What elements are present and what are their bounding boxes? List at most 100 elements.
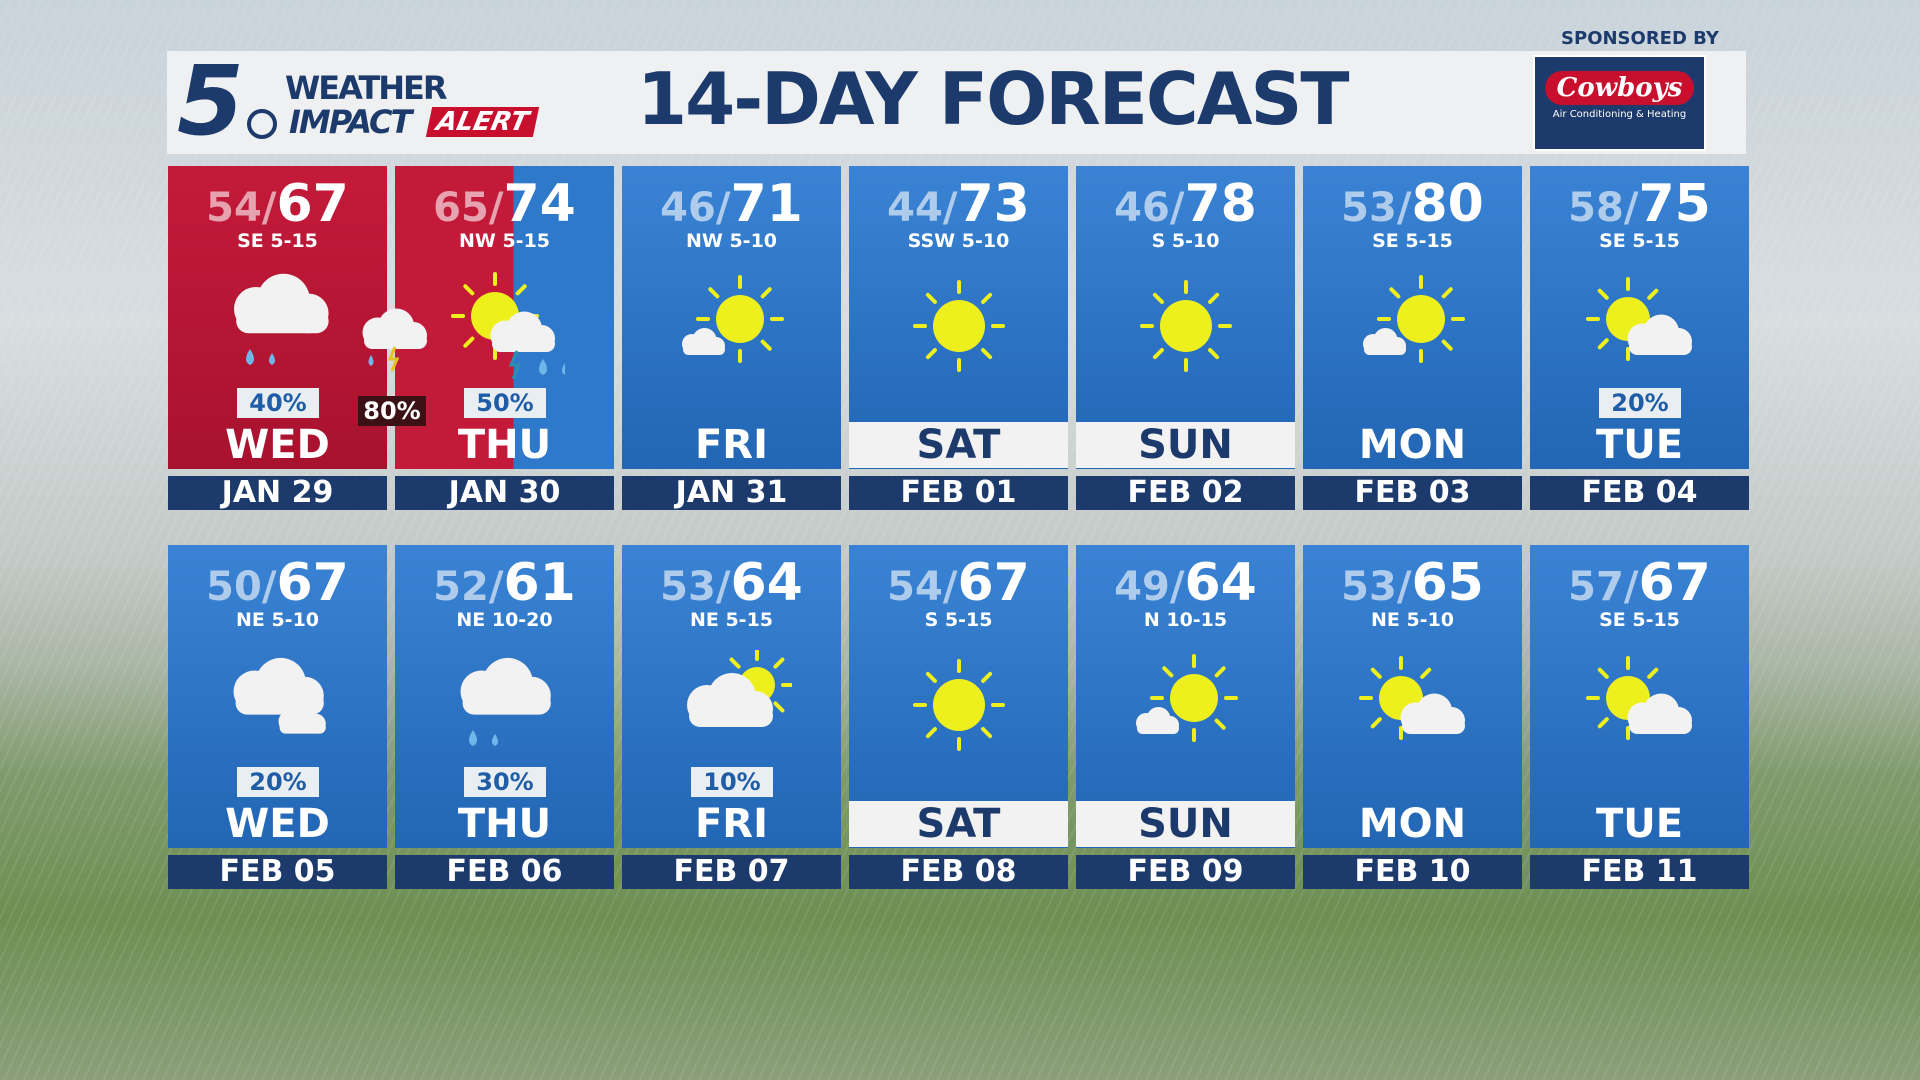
high-temp: 75 [1638,174,1711,234]
logo-impact: IMPACT [289,103,412,141]
forecast-card: 54/67 SE 5-15 40% WED [168,166,387,469]
high-temp: 80 [1411,174,1484,234]
day-label: SAT [849,801,1068,847]
precip-chance: 20% [237,767,319,797]
wind: NW 5-10 [685,230,778,252]
temperature: 54/67 [887,553,1030,613]
forecast-card: 65/74 NW 5-15 50% THU [395,166,614,469]
date-label: FEB 09 [1076,855,1295,889]
logo-weather: WEATHER [285,69,448,107]
high-temp: 78 [1184,174,1257,234]
sponsor-logo: Cowboys Air Conditioning & Heating [1533,55,1706,151]
low-temp: 50 [206,564,262,610]
low-temp: 54 [206,185,262,231]
date-label: FEB 08 [849,855,1068,889]
day-label: FRI [694,801,768,847]
temperature: 65/74 [433,174,576,234]
forecast-card: 53/64 NE 5-15 10% FRI [622,545,841,848]
day-label: THU [457,422,552,468]
temperature: 54/67 [206,174,349,234]
header-bar: 5 WEATHER IMPACT ALERT 14-DAY FORECAST C… [167,45,1746,157]
precip-chance: 30% [464,767,546,797]
wind: NE 5-10 [1370,609,1455,631]
wind: NE 5-15 [689,609,774,631]
wind: N 10-15 [1143,609,1228,631]
overnight-precip-chance: 80% [358,396,426,426]
partly-cloudy-icon [1359,656,1465,740]
temperature: 53/64 [660,553,803,613]
temperature: 50/67 [206,553,349,613]
high-temp: 67 [276,174,349,234]
mostly-sunny-icon [1363,275,1465,363]
temperature: 53/80 [1341,174,1484,234]
date-label: FEB 04 [1530,476,1749,510]
date-label: FEB 11 [1530,855,1749,889]
date-label: JAN 30 [395,476,614,510]
wind: SE 5-15 [1599,230,1680,252]
mostly-cloudy-icon [687,650,792,727]
high-temp: 74 [503,174,576,234]
station-logo: 5 [177,45,244,157]
forecast-card: 46/78 S 5-10 SUN [1076,166,1295,469]
low-temp: 52 [433,564,489,610]
day-label: TUE [1595,422,1684,468]
low-temp: 57 [1568,564,1624,610]
high-temp: 61 [503,553,576,613]
logo-alert: ALERT [425,107,540,137]
partly-cloudy-icon [1586,656,1692,740]
wind: SE 5-15 [1599,609,1680,631]
precip-chance: 40% [237,388,319,418]
low-temp: 53 [1341,564,1397,610]
high-temp: 73 [957,174,1030,234]
mostly-sunny-icon [1136,654,1238,742]
partly-cloudy-icon [1586,277,1692,361]
temperature: 58/75 [1568,174,1711,234]
forecast-card: 52/61 NE 10-20 30% THU [395,545,614,848]
date-label: FEB 10 [1303,855,1522,889]
forecast-card: 44/73 SSW 5-10 SAT [849,166,1068,469]
wind: SE 5-15 [237,230,318,252]
sponsor-subtitle: Air Conditioning & Heating [1552,109,1687,120]
forecast-card: 54/67 S 5-15 SAT [849,545,1068,848]
rain-icon [234,273,329,365]
high-temp: 64 [730,553,803,613]
day-label: THU [457,801,552,847]
high-temp: 71 [730,174,803,234]
wind: NE 5-10 [235,609,320,631]
day-label: SUN [1076,422,1295,468]
day-label: MON [1358,422,1467,468]
page-title: 14-DAY FORECAST [637,57,1349,141]
day-label: WED [225,422,330,468]
low-temp: 44 [887,185,943,231]
date-label: FEB 07 [622,855,841,889]
precip-chance: 50% [464,388,546,418]
sunny-icon [913,659,1005,751]
wind: S 5-15 [924,609,993,631]
wind: NE 10-20 [456,609,553,631]
high-temp: 67 [957,553,1030,613]
low-temp: 54 [887,564,943,610]
cloudy-icon [233,657,326,734]
high-temp: 67 [276,553,349,613]
sunny-icon [1140,280,1232,372]
precip-chance: 20% [1599,388,1681,418]
day-label: SUN [1076,801,1295,847]
sun-storm-icon [451,272,565,380]
temperature: 49/64 [1114,553,1257,613]
date-label: FEB 05 [168,855,387,889]
date-label: JAN 31 [622,476,841,510]
temperature: 53/65 [1341,553,1484,613]
forecast-card: 50/67 NE 5-10 20% WED [168,545,387,848]
day-label: WED [225,801,330,847]
low-temp: 58 [1568,185,1624,231]
forecast-card: 53/80 SE 5-15 MON [1303,166,1522,469]
sunny-icon [913,280,1005,372]
forecast-card: 53/65 NE 5-10 MON [1303,545,1522,848]
forecast-card: 57/67 SE 5-15 TUE [1530,545,1749,848]
high-temp: 64 [1184,553,1257,613]
high-temp: 65 [1411,553,1484,613]
date-label: JAN 29 [168,476,387,510]
day-label: SAT [849,422,1068,468]
low-temp: 65 [433,185,489,231]
